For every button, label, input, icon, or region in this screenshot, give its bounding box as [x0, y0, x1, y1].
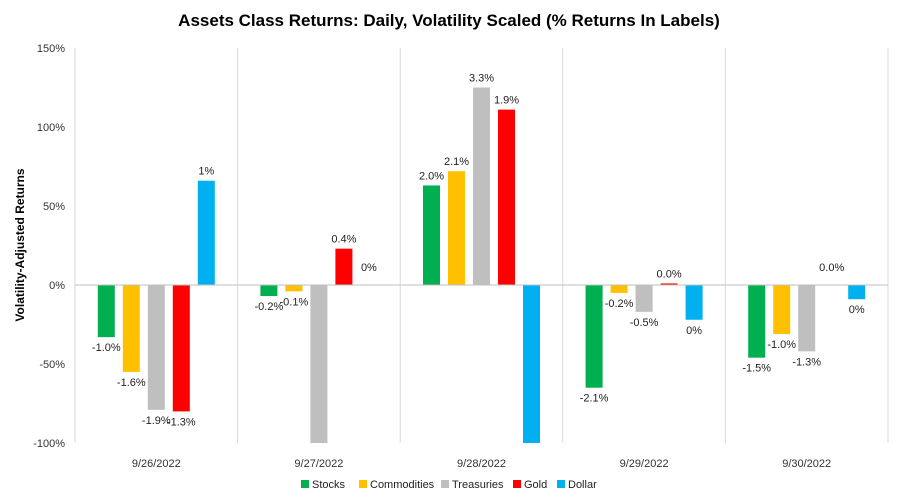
bar-gold — [172, 285, 190, 412]
legend-label-commodities: Commodities — [370, 479, 435, 491]
chart-title: Assets Class Returns: Daily, Volatility … — [178, 11, 720, 30]
data-label: 2.0% — [419, 170, 444, 182]
data-label: 0% — [361, 262, 377, 274]
data-label: -0.5% — [630, 317, 659, 329]
bar-commodities — [610, 285, 628, 293]
bar-treasuries — [635, 285, 653, 312]
category-grid — [74, 48, 889, 443]
legend-swatch-commodities — [359, 480, 367, 488]
x-tick-label: 9/27/2022 — [294, 458, 343, 470]
x-tick-label: 9/29/2022 — [620, 458, 669, 470]
data-label: 0.0% — [819, 262, 844, 274]
legend-swatch-stocks — [301, 480, 309, 488]
bar-gold — [335, 248, 353, 285]
bar-gold — [498, 109, 515, 286]
data-label: -1.5% — [742, 363, 771, 375]
y-tick-label: -50% — [39, 359, 65, 371]
bars — [97, 87, 866, 443]
bar-stocks — [748, 285, 766, 358]
bar-commodities — [285, 285, 303, 292]
x-tick-label: 9/28/2022 — [457, 458, 506, 470]
bar-treasuries — [798, 285, 816, 352]
legend-swatch-treasuries — [441, 480, 449, 488]
legend-label-treasuries: Treasuries — [452, 479, 504, 491]
y-tick-label: 0% — [49, 280, 65, 292]
y-axis-title: Volatility-Adjusted Returns — [13, 168, 27, 321]
data-label: -0.2% — [605, 298, 634, 310]
bar-dollar — [523, 285, 540, 443]
data-label: 3.3% — [469, 73, 494, 85]
bar-stocks — [260, 285, 278, 297]
bar-treasuries — [473, 87, 490, 285]
bar-stocks — [97, 285, 115, 338]
bar-commodities — [773, 285, 791, 334]
y-tick-label: -100% — [33, 438, 65, 450]
bar-stocks — [585, 285, 603, 388]
data-label: -1.3% — [792, 356, 821, 368]
legend-label-stocks: Stocks — [312, 479, 346, 491]
bar-dollar — [197, 180, 215, 285]
bar-commodities — [122, 285, 140, 372]
bar-treasuries — [310, 285, 328, 443]
data-label: -1.0% — [767, 339, 796, 351]
data-label: 0.4% — [331, 234, 356, 246]
legend-swatch-gold — [513, 480, 521, 488]
data-label: 2.1% — [444, 156, 469, 168]
data-label: -1.3% — [167, 416, 196, 428]
data-label: -0.2% — [255, 301, 284, 313]
axes: 150% 100% 50% 0% -50% -100% 9/26/2022 9/27/2022… — [33, 43, 888, 470]
data-label: -0.1% — [280, 296, 309, 308]
y-tick-label: 50% — [43, 201, 65, 213]
data-labels: -1.0%-1.6%-1.9%-1.3%1%-0.2%-0.1%0.4%0%2.… — [92, 73, 865, 429]
legend-swatch-dollar — [557, 480, 565, 488]
x-tick-label: 9/26/2022 — [132, 458, 181, 470]
y-tick-label: 150% — [37, 43, 65, 55]
bar-treasuries — [147, 285, 165, 410]
data-label: -1.0% — [92, 342, 121, 354]
legend-label-gold: Gold — [524, 479, 547, 491]
data-label: 0.0% — [657, 268, 682, 280]
data-label: 0% — [686, 325, 702, 337]
bar-dollar — [848, 285, 866, 300]
data-label: 1.9% — [494, 95, 519, 107]
bar-commodities — [448, 171, 465, 285]
data-label: -2.1% — [580, 393, 609, 405]
data-label: -1.9% — [142, 415, 171, 427]
bar-dollar — [685, 285, 703, 320]
bar-stocks — [423, 185, 440, 285]
bar-gold — [660, 283, 678, 285]
data-label: 1% — [198, 166, 214, 178]
legend-label-dollar: Dollar — [568, 479, 597, 491]
legend: Stocks Commodities Treasuries Gold Dollar — [301, 479, 597, 491]
y-tick-label: 100% — [37, 122, 65, 134]
data-label: -1.6% — [117, 377, 146, 389]
x-tick-label: 9/30/2022 — [782, 458, 831, 470]
data-label: 0% — [849, 304, 865, 316]
